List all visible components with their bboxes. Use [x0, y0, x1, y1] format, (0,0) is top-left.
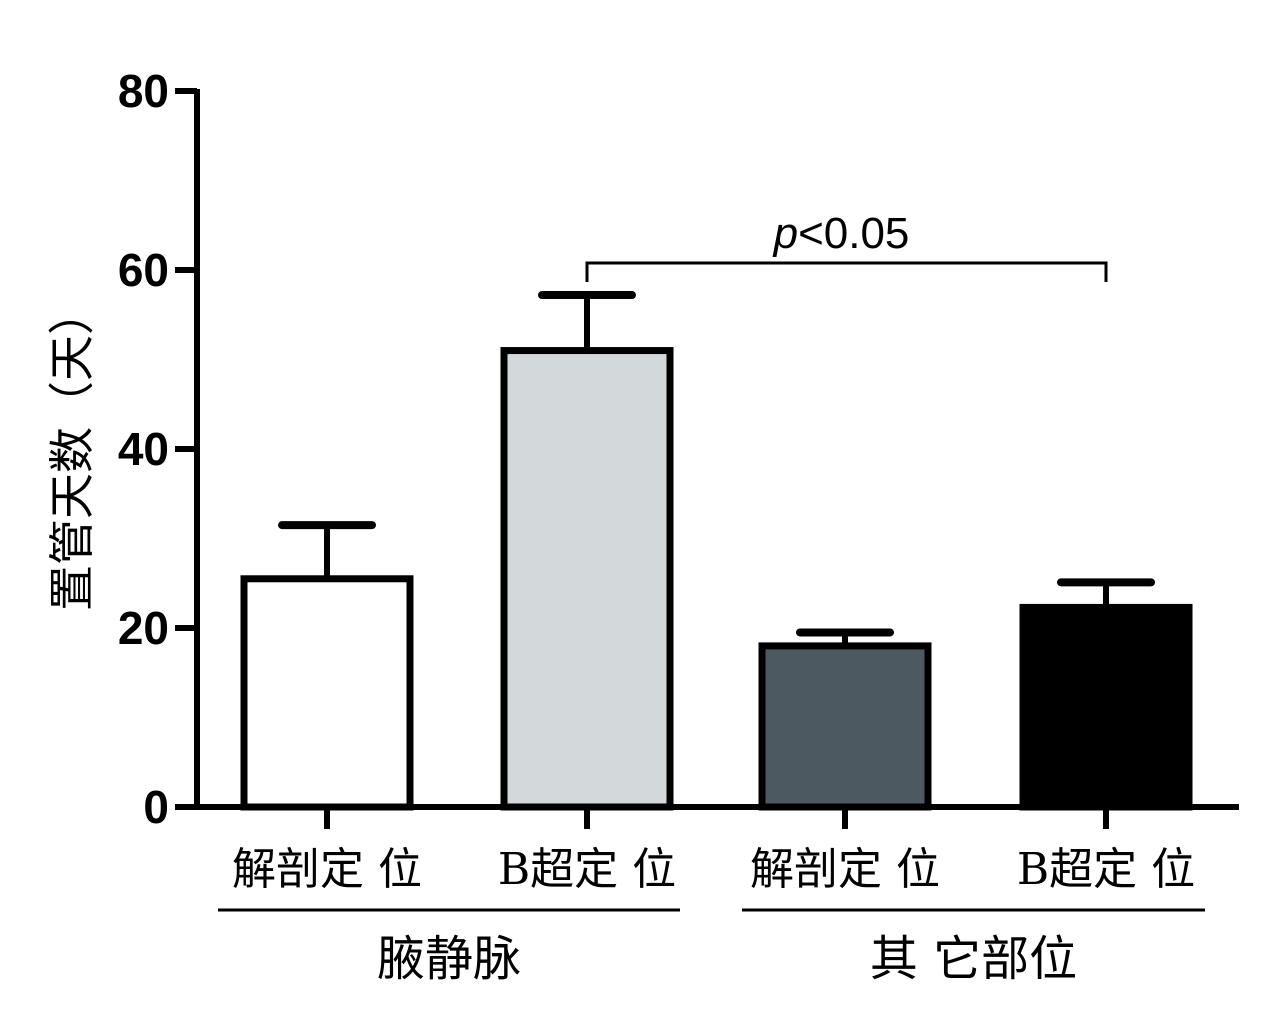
- group-label: 其 它部位: [870, 931, 1077, 987]
- bar: [240, 575, 414, 811]
- bar: [500, 347, 674, 811]
- bars: [240, 291, 1193, 811]
- y-tick-label: 80: [118, 65, 169, 117]
- bar: [1019, 603, 1193, 811]
- significance-bracket-line: [585, 261, 1108, 282]
- y-tick-label: 40: [118, 423, 169, 475]
- y-tick-label: 0: [143, 781, 169, 833]
- y-tick-label: 20: [118, 602, 169, 654]
- y-axis: 0 20 40 60 80: [118, 65, 200, 833]
- x-tick-label: 解剖定 位: [232, 844, 422, 895]
- x-tick-label: 解剖定 位: [750, 844, 940, 895]
- bar: [758, 642, 932, 811]
- group-label: 腋静脉: [377, 931, 521, 987]
- significance-bracket: p<0.05: [585, 209, 1108, 282]
- y-tick-label: 60: [118, 244, 169, 296]
- significance-label: p<0.05: [772, 209, 910, 258]
- x-tick-label: B超定 位: [1017, 844, 1195, 895]
- x-tick-label: B超定 位: [498, 844, 676, 895]
- y-axis-title: 置管天数（天）: [45, 289, 99, 611]
